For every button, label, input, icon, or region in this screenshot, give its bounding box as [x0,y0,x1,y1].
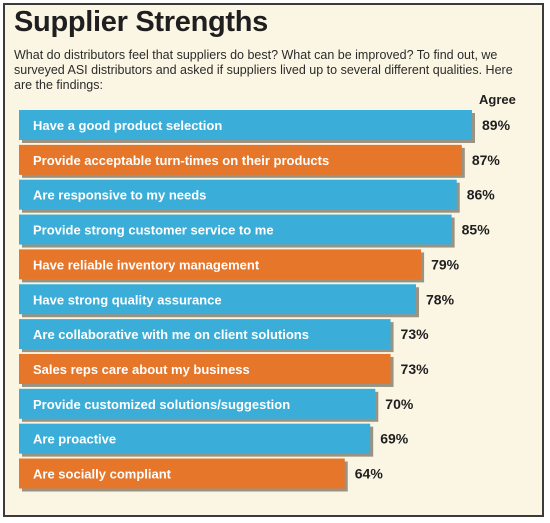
bar-group: Provide strong customer service to me 85% [19,214,491,248]
bar [19,423,371,454]
bar-category-label: Sales reps care about my business [33,362,250,377]
bar-value-label: 73% [401,361,430,377]
bar [19,179,457,210]
bar-category-label: Provide acceptable turn-times on their p… [33,153,329,168]
bar [19,353,391,384]
bar-value-label: 69% [380,431,409,447]
bar-group: Provide customized solutions/suggestion 7… [19,388,414,422]
bar [19,284,417,315]
bar-category-label: Have strong quality assurance [33,292,222,307]
bar-value-label: 64% [355,466,384,482]
bar-value-label: 73% [401,326,430,342]
bar-group: Have a good product selection 89% [19,110,511,143]
bar-category-label: Provide customized solutions/suggestion [33,397,290,412]
bar-group: Are collaborative with me on client solu… [19,319,430,353]
chart-title: Supplier Strengths [14,6,269,38]
bar [19,144,462,175]
bar-group: Are socially compliant 64% [19,458,384,492]
bar [19,458,345,489]
bar-value-label: 78% [426,291,455,307]
bar-group: Have reliable inventory management 79% [19,249,460,283]
bar-group: Sales reps care about my business 73% [19,353,430,387]
bar-group: Provide acceptable turn-times on their p… [19,144,501,178]
bar-category-label: Have reliable inventory management [33,257,260,272]
bar-category-label: Provide strong customer service to me [33,223,274,238]
bar [19,214,452,245]
bar-value-label: 87% [472,152,501,168]
bar-category-label: Are socially compliant [33,467,172,482]
bar-value-label: 89% [482,117,511,133]
bar [19,249,422,280]
bar-value-label: 70% [385,396,414,412]
bar [19,110,472,140]
bar-group: Are proactive 69% [19,423,409,457]
bar-value-label: 85% [462,222,491,238]
bar-category-label: Are proactive [33,432,116,447]
bar [19,388,376,419]
bar-value-label: 86% [467,187,496,203]
bar-category-label: Have a good product selection [33,118,222,133]
bar-category-label: Are collaborative with me on client solu… [33,327,309,342]
chart-subtitle: What do distributors feel that suppliers… [14,48,513,92]
value-column-header: Agree [479,92,516,107]
bar-group: Are responsive to my needs 86% [19,179,496,213]
bar-group: Have strong quality assurance 78% [19,284,455,318]
bar [19,319,391,350]
bar-category-label: Are responsive to my needs [33,188,206,203]
bar-value-label: 79% [431,256,460,272]
